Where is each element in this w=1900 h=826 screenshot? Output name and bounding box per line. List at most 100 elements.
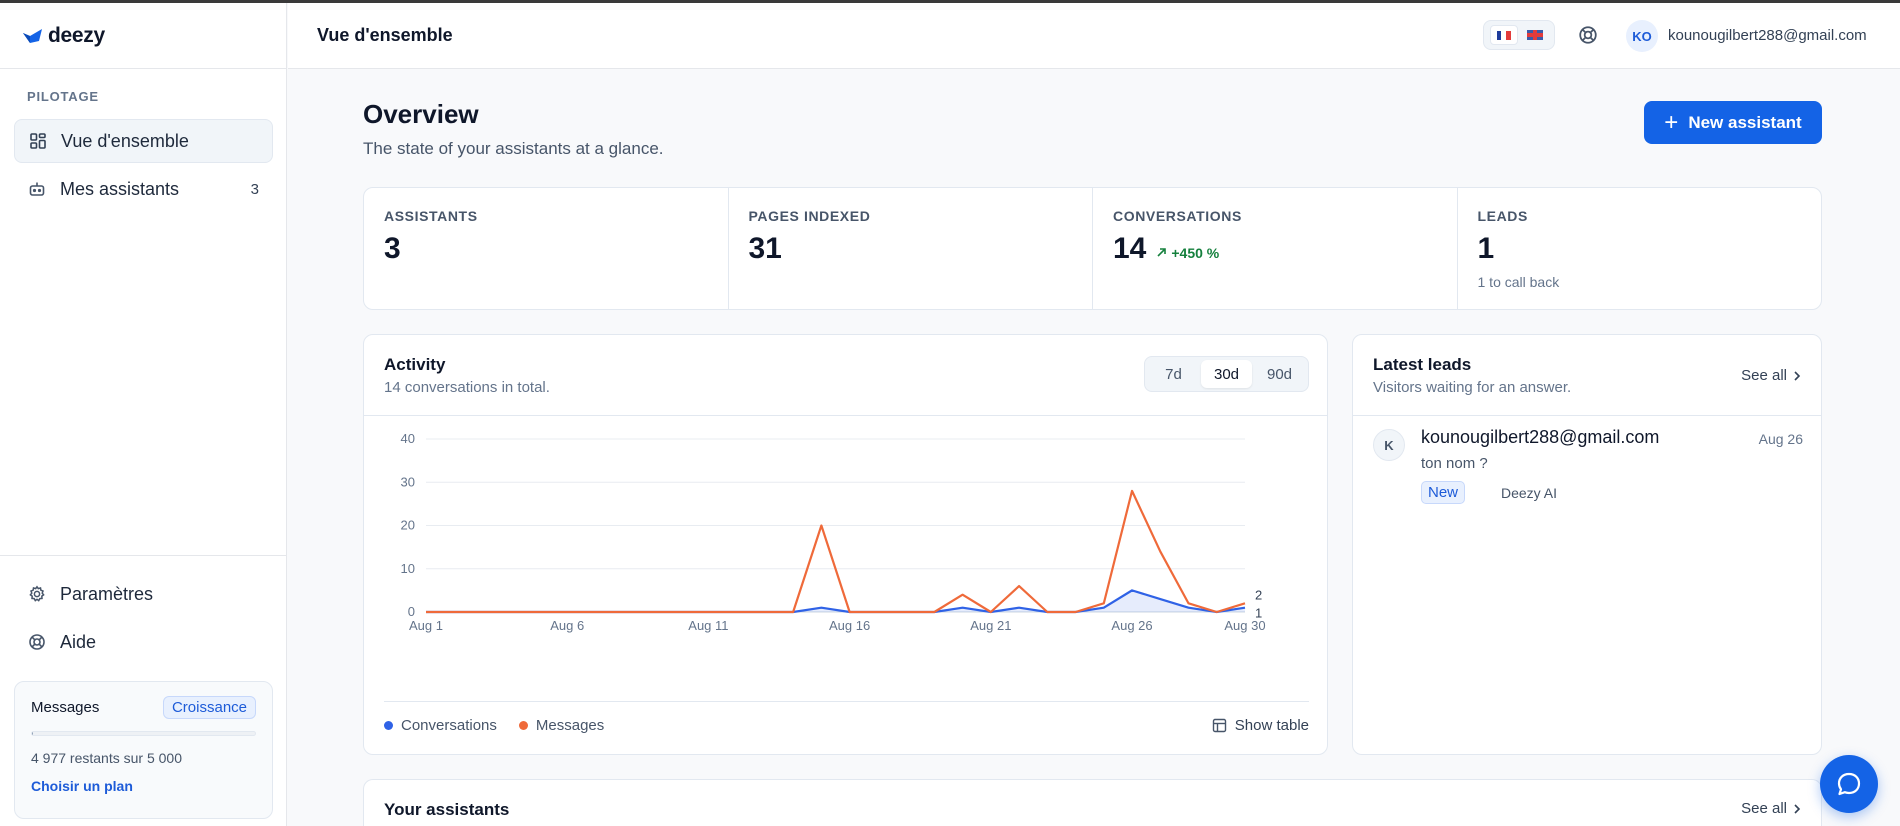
sidebar-item-label: Paramètres (60, 583, 154, 604)
leads-title: Latest leads (1373, 355, 1472, 374)
x-tick-label: Aug 21 (970, 618, 1011, 633)
show-table-button[interactable]: Show table (1212, 717, 1309, 734)
y-tick-label: 40 (401, 431, 415, 446)
stat-value: 1 (1477, 232, 1495, 265)
choose-plan-link[interactable]: Choisir un plan (31, 778, 133, 794)
new-assistant-label: New assistant (1688, 112, 1802, 132)
chevron-right-icon (1794, 370, 1801, 381)
stat-label: LEADS (1477, 208, 1528, 224)
sidebar-item-settings[interactable]: Paramètres (14, 572, 273, 616)
table-icon (1212, 718, 1226, 733)
gear-icon (29, 585, 45, 602)
leads-subtitle: Visitors waiting for an answer. (1373, 379, 1572, 396)
lead-message: ton nom ? (1421, 455, 1488, 472)
range-7d-button[interactable]: 7d (1165, 365, 1182, 383)
activity-divider (364, 415, 1327, 416)
trend-value: +450 % (1171, 244, 1220, 261)
latest-leads-card: Latest leads Visitors waiting for an ans… (1352, 334, 1822, 755)
sidebar-item-label: Mes assistants (60, 178, 180, 199)
lead-avatar: K (1373, 429, 1405, 461)
messages-end-label: 2 (1255, 587, 1262, 602)
y-tick-label: 20 (401, 518, 415, 533)
stat-leads: LEADS 1 1 to call back (1458, 188, 1822, 309)
new-assistant-button[interactable]: + New assistant (1644, 101, 1822, 144)
sidebar-item-label: Aide (60, 631, 97, 652)
stats-row: ASSISTANTS 3 PAGES INDEXED 31 CONVERSATI… (363, 187, 1822, 310)
range-30d-button[interactable]: 30d (1201, 360, 1252, 388)
user-avatar[interactable]: KO (1626, 20, 1658, 52)
flag-fr-icon[interactable] (1489, 25, 1518, 45)
help-lifebuoy-icon[interactable] (1578, 25, 1598, 50)
legend-label: Conversations (401, 717, 497, 734)
page-title: Overview (363, 99, 479, 129)
topbar-title: Vue d'ensemble (317, 25, 453, 45)
chat-bubble-icon (1837, 772, 1861, 796)
sidebar-item-label: Vue d'ensemble (61, 130, 189, 151)
arrow-up-right-icon (1157, 248, 1167, 257)
show-table-label: Show table (1234, 717, 1309, 734)
lead-source: Deezy AI (1501, 485, 1558, 501)
flag-uk-icon[interactable] (1521, 25, 1549, 45)
plan-usage-fill (32, 732, 34, 735)
grid-icon (30, 133, 46, 149)
chart-legend: Conversations Messages (384, 717, 604, 734)
legend-label: Messages (535, 717, 605, 734)
stat-label: ASSISTANTS (384, 208, 478, 224)
legend-messages: Messages (518, 717, 605, 734)
lead-email: kounougilbert288@gmail.com (1421, 427, 1660, 447)
conversations-area (426, 590, 1245, 612)
plan-remaining: 4 977 restants sur 5 000 (31, 750, 182, 766)
x-tick-label: Aug 16 (829, 618, 870, 633)
sidebar-item-help[interactable]: Aide (14, 620, 273, 664)
topbar: Vue d'ensemble KO kounougilbert288@gmail… (288, 3, 1900, 69)
see-all-label: See all (1741, 367, 1787, 384)
brand-name: deezy (48, 23, 105, 47)
plan-usage-bar (31, 731, 256, 736)
logo[interactable]: deezy (0, 3, 286, 69)
leads-see-all-link[interactable]: See all (1741, 367, 1801, 384)
legend-conversations: Conversations (384, 717, 497, 734)
stat-conversations: CONVERSATIONS 14 +450 % (1093, 188, 1458, 309)
bot-icon (29, 182, 45, 196)
conversations-end-label: 1 (1255, 606, 1262, 621)
messages-line (426, 489, 1246, 614)
plan-badge: Croissance (162, 696, 256, 719)
stat-value: 31 (748, 232, 782, 265)
language-switch[interactable] (1483, 20, 1555, 50)
stat-value: 3 (384, 232, 401, 265)
chat-button[interactable] (1820, 755, 1878, 813)
y-tick-label: 10 (401, 561, 415, 576)
see-all-label: See all (1741, 800, 1787, 817)
user-email[interactable]: kounougilbert288@gmail.com (1668, 27, 1867, 44)
stat-sub: 1 to call back (1477, 274, 1560, 290)
activity-subtitle: 14 conversations in total. (384, 379, 550, 396)
plan-card: Messages Croissance 4 977 restants sur 5… (14, 681, 273, 819)
chevron-right-icon (1794, 803, 1801, 814)
range-selector: 7d 30d 90d (1144, 356, 1309, 392)
x-tick-label: Aug 1 (409, 618, 443, 633)
assistants-count: 3 (250, 180, 259, 198)
sidebar-item-assistants[interactable]: Mes assistants 3 (14, 167, 273, 211)
deezy-logo-icon (23, 28, 42, 43)
range-90d-button[interactable]: 90d (1266, 365, 1293, 383)
y-tick-label: 30 (401, 474, 415, 489)
stat-assistants: ASSISTANTS 3 (364, 188, 729, 309)
activity-title: Activity (384, 355, 446, 374)
stat-label: CONVERSATIONS (1113, 208, 1242, 224)
assistants-title: Your assistants (384, 800, 510, 819)
your-assistants-card: Your assistants See all (363, 779, 1822, 826)
activity-chart: 0 10 20 30 40 Aug 1 Aug 6 Aug 11 Aug 16 Aug 21 Aug… (401, 431, 1266, 633)
chart-divider (384, 701, 1309, 702)
lifebuoy-icon (29, 634, 45, 650)
plan-title: Messages (31, 699, 100, 716)
x-tick-label: Aug 26 (1111, 618, 1152, 633)
stat-label: PAGES INDEXED (748, 208, 871, 224)
trend-badge: +450 % (1156, 245, 1219, 261)
lead-status-badge: New (1421, 481, 1466, 504)
assistants-see-all-link[interactable]: See all (1741, 800, 1801, 817)
sidebar: deezy PILOTAGE Vue d'ensemble Mes assist… (0, 3, 287, 826)
y-tick-label: 0 (408, 604, 415, 619)
sidebar-item-overview[interactable]: Vue d'ensemble (14, 119, 273, 163)
stat-value: 14 (1113, 232, 1147, 265)
stat-pages-indexed: PAGES INDEXED 31 (729, 188, 1093, 309)
